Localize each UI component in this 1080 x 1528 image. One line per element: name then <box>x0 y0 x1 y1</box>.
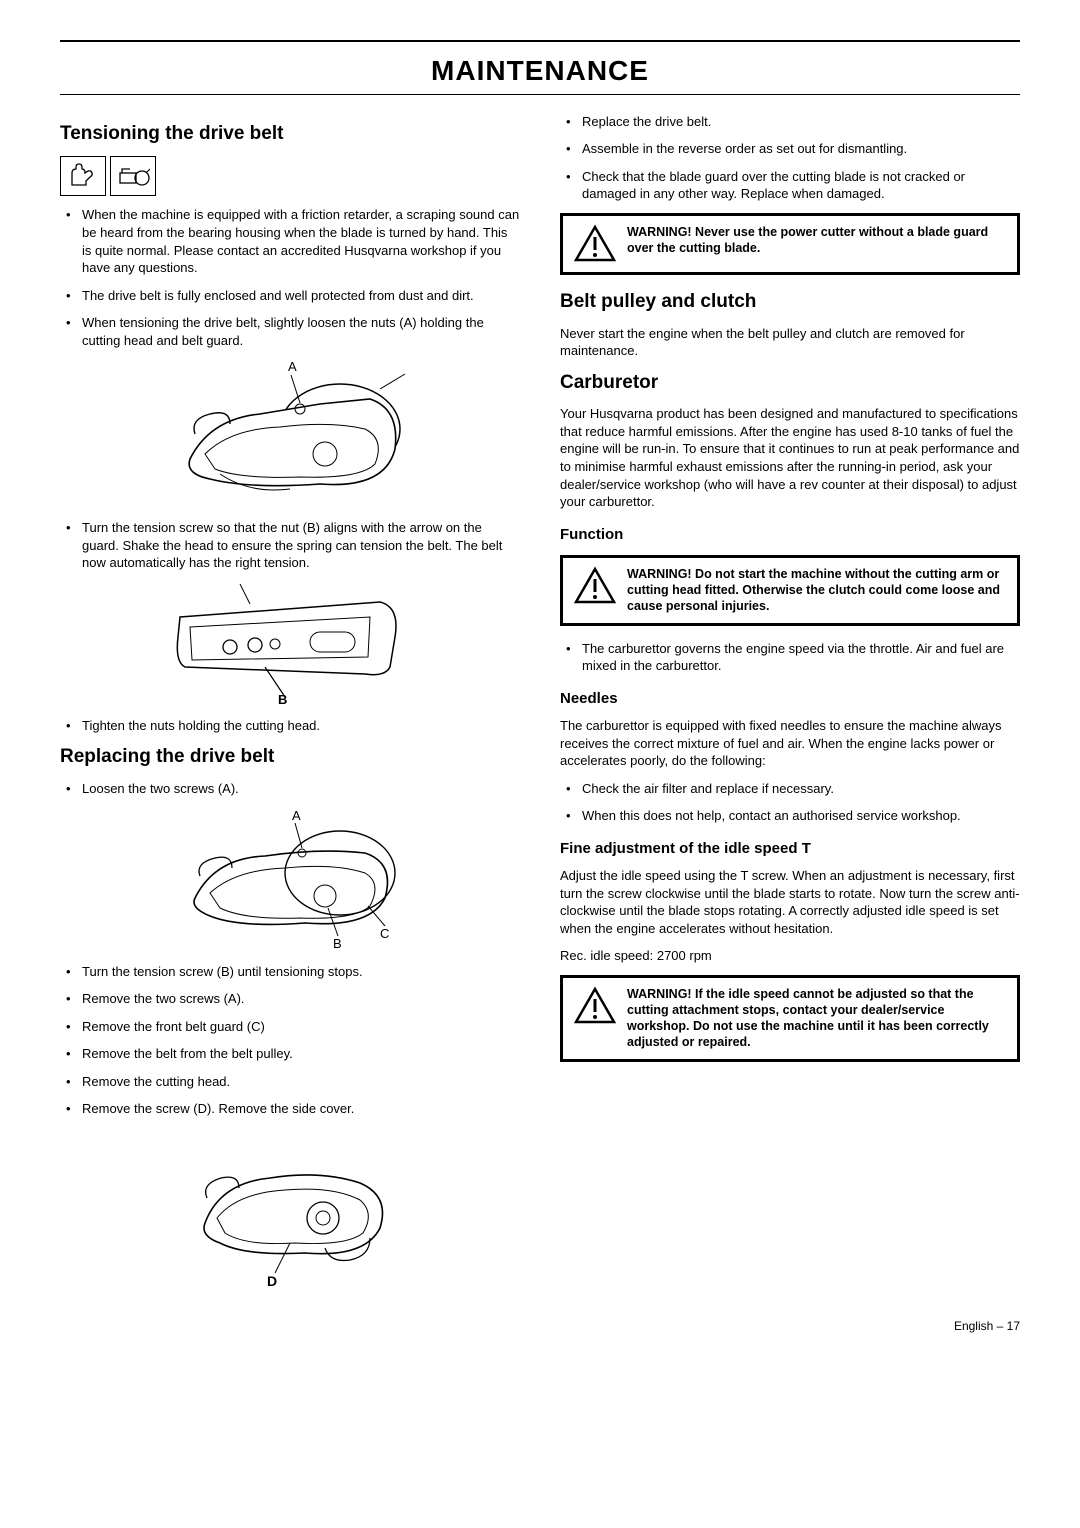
list-item: The carburettor governs the engine speed… <box>560 640 1020 675</box>
heading-tensioning: Tensioning the drive belt <box>60 121 520 147</box>
list-item: Turn the tension screw so that the nut (… <box>60 519 520 572</box>
needles-list: Check the air filter and replace if nece… <box>560 780 1020 825</box>
warning-icon <box>573 986 617 1026</box>
icon-cutter <box>110 156 156 196</box>
rule-top <box>60 40 1020 42</box>
list-item: Loosen the two screws (A). <box>60 780 520 798</box>
svg-text:A: A <box>292 808 301 823</box>
replace-list-1: Loosen the two screws (A). <box>60 780 520 798</box>
function-list: The carburettor governs the engine speed… <box>560 640 1020 675</box>
list-item: Check the air filter and replace if nece… <box>560 780 1020 798</box>
warning-box-3: WARNING! If the idle speed cannot be adj… <box>560 975 1020 1062</box>
list-item: Assemble in the reverse order as set out… <box>560 140 1020 158</box>
warning-text: WARNING! Do not start the machine withou… <box>627 566 1007 615</box>
list-item: The drive belt is fully enclosed and wel… <box>60 287 520 305</box>
svg-text:C: C <box>380 926 389 941</box>
col-right: Replace the drive belt. Assemble in the … <box>560 113 1020 1298</box>
heading-fine-adjust: Fine adjustment of the idle speed T <box>560 839 1020 859</box>
list-item: Remove the cutting head. <box>60 1073 520 1091</box>
fine-paragraph: Adjust the idle speed using the T screw.… <box>560 867 1020 937</box>
diagram-tension-a: A <box>160 359 420 509</box>
icon-glove <box>60 156 106 196</box>
col-left: Tensioning the drive belt When the machi… <box>60 113 520 1298</box>
warning-text: WARNING! If the idle speed cannot be adj… <box>627 986 1007 1051</box>
idle-speed: Rec. idle speed: 2700 rpm <box>560 947 1020 965</box>
diagram-replace-d: D <box>175 1128 405 1288</box>
label-a: A <box>288 359 297 374</box>
list-item: Remove the front belt guard (C) <box>60 1018 520 1036</box>
columns: Tensioning the drive belt When the machi… <box>60 113 1020 1298</box>
warning-box-2: WARNING! Do not start the machine withou… <box>560 555 1020 626</box>
list-item: When tensioning the drive belt, slightly… <box>60 314 520 349</box>
list-item: Tighten the nuts holding the cutting hea… <box>60 717 520 735</box>
list-item: Remove the two screws (A). <box>60 990 520 1008</box>
list-item: Check that the blade guard over the cutt… <box>560 168 1020 203</box>
list-item: Remove the screw (D). Remove the side co… <box>60 1100 520 1118</box>
diagram-tension-b: B <box>170 582 410 707</box>
heading-replacing: Replacing the drive belt <box>60 744 520 770</box>
svg-text:D: D <box>267 1273 277 1288</box>
heading-needles: Needles <box>560 689 1020 709</box>
right-top-list: Replace the drive belt. Assemble in the … <box>560 113 1020 203</box>
list-item: Replace the drive belt. <box>560 113 1020 131</box>
carb-paragraph: Your Husqvarna product has been designed… <box>560 405 1020 510</box>
list-item: When the machine is equipped with a fric… <box>60 206 520 276</box>
icon-row <box>60 156 520 196</box>
heading-carburetor: Carburetor <box>560 370 1020 396</box>
belt-paragraph: Never start the engine when the belt pul… <box>560 325 1020 360</box>
replace-list-2: Turn the tension screw (B) until tension… <box>60 963 520 1118</box>
needles-paragraph: The carburettor is equipped with fixed n… <box>560 717 1020 770</box>
list-item: When this does not help, contact an auth… <box>560 807 1020 825</box>
tension-list-1: When the machine is equipped with a fric… <box>60 206 520 349</box>
tension-list-2: Turn the tension screw so that the nut (… <box>60 519 520 572</box>
heading-function: Function <box>560 525 1020 545</box>
warning-icon <box>573 566 617 606</box>
warning-box-1: WARNING! Never use the power cutter with… <box>560 213 1020 275</box>
warning-icon <box>573 224 617 264</box>
heading-belt-pulley: Belt pulley and clutch <box>560 289 1020 315</box>
tension-list-3: Tighten the nuts holding the cutting hea… <box>60 717 520 735</box>
diagram-replace-abc: A C B <box>170 808 410 953</box>
rule-under-title <box>60 94 1020 95</box>
list-item: Turn the tension screw (B) until tension… <box>60 963 520 981</box>
page-footer: English – 17 <box>60 1318 1020 1334</box>
svg-text:B: B <box>333 936 342 951</box>
label-b: B <box>278 692 287 707</box>
warning-text: WARNING! Never use the power cutter with… <box>627 224 1007 257</box>
list-item: Remove the belt from the belt pulley. <box>60 1045 520 1063</box>
page-title: MAINTENANCE <box>60 46 1020 94</box>
